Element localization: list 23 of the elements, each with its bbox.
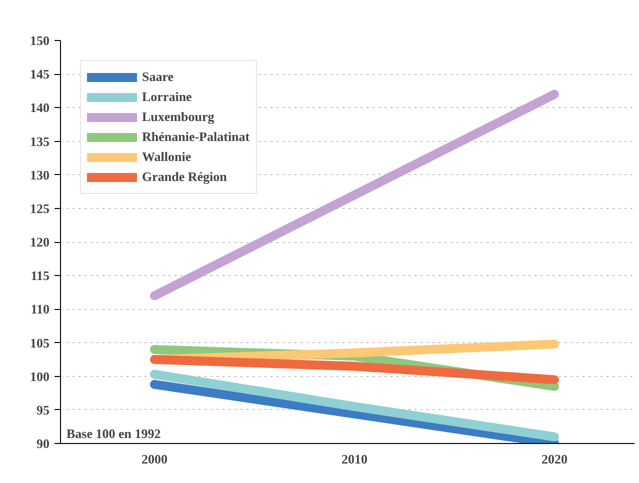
y-tick-label: 100 [30, 368, 50, 384]
x-tick-label: 2000 [142, 452, 168, 466]
y-tick-label: 150 [30, 33, 50, 48]
y-tick-label: 140 [30, 100, 50, 116]
y-tick-label: 145 [30, 66, 50, 82]
y-tick-label: 90 [36, 436, 50, 451]
y-tick-label: 105 [30, 335, 50, 350]
legend-label: Luxembourg [142, 109, 214, 125]
y-tick-label: 120 [30, 234, 50, 250]
legend-label: Grande Région [142, 169, 227, 185]
legend-label: Wallonie [142, 149, 192, 165]
y-tick-label: 130 [30, 167, 50, 182]
y-tick-label: 95 [36, 402, 50, 418]
y-tick-label: 125 [30, 200, 50, 216]
y-tick-label: 135 [30, 134, 50, 149]
x-tick-label: 2020 [542, 452, 568, 466]
y-tick-label: 110 [30, 302, 50, 317]
x-tick-label: 2010 [342, 452, 368, 466]
legend-label: Saare [142, 69, 174, 85]
legend-label: Rhénanie-Palatinat [142, 129, 250, 145]
y-tick-label: 115 [30, 268, 50, 284]
legend-label: Lorraine [142, 89, 192, 105]
annotation: Base 100 en 1992 [66, 426, 161, 441]
